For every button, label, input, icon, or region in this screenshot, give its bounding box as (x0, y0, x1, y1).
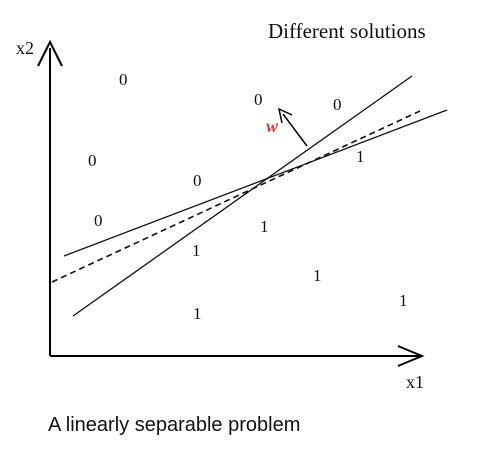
y-axis-label: x2 (16, 38, 34, 58)
separating-line-shallow (63, 109, 448, 257)
class-1-point: 1 (193, 304, 202, 323)
diagram-caption: A linearly separable problem (48, 414, 300, 436)
x-axis-label: x1 (406, 372, 424, 392)
separating-line-steep (72, 75, 413, 317)
y-axis-arrowhead (37, 39, 63, 67)
weight-vector-label: w (266, 116, 279, 136)
class-1-point: 1 (260, 217, 269, 236)
class-0-point: 0 (88, 151, 97, 170)
weight-vector-line (282, 113, 308, 147)
class-0-point: 0 (119, 70, 128, 89)
class-1-point: 1 (313, 266, 322, 285)
class-1-point: 1 (192, 241, 201, 260)
diagram-title: Different solutions (268, 19, 426, 43)
x-axis-arrowhead (397, 345, 425, 367)
class-0-point: 0 (193, 171, 202, 190)
class-0-point: 0 (94, 211, 103, 230)
class-0-point: 0 (333, 95, 342, 114)
separating-line-dashed (51, 110, 421, 283)
class-1-point: 1 (399, 291, 408, 310)
weight-vector-arrowhead (277, 107, 293, 124)
class-1-point: 1 (356, 147, 365, 166)
class-0-point: 0 (254, 90, 263, 109)
